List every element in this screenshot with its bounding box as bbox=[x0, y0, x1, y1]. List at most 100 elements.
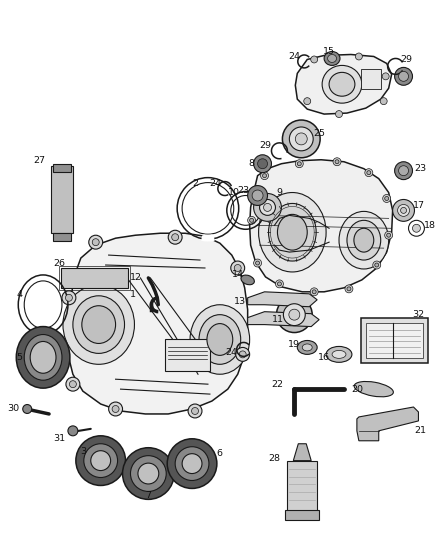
Text: 13: 13 bbox=[233, 297, 246, 306]
Ellipse shape bbox=[250, 219, 254, 222]
Ellipse shape bbox=[252, 190, 263, 201]
Ellipse shape bbox=[347, 287, 351, 291]
Ellipse shape bbox=[63, 285, 134, 365]
Ellipse shape bbox=[262, 174, 266, 177]
Ellipse shape bbox=[89, 235, 102, 249]
Ellipse shape bbox=[297, 161, 301, 166]
Bar bbox=[361, 318, 428, 364]
Text: 21: 21 bbox=[414, 426, 427, 435]
Ellipse shape bbox=[131, 456, 166, 491]
Text: 17: 17 bbox=[413, 201, 424, 210]
Ellipse shape bbox=[23, 405, 32, 414]
Ellipse shape bbox=[236, 348, 250, 361]
Ellipse shape bbox=[290, 127, 313, 151]
Text: 19: 19 bbox=[288, 340, 300, 349]
Ellipse shape bbox=[24, 335, 62, 380]
Text: 16: 16 bbox=[318, 353, 330, 362]
Ellipse shape bbox=[123, 448, 174, 499]
Ellipse shape bbox=[66, 377, 80, 391]
Text: 27: 27 bbox=[33, 156, 45, 165]
Ellipse shape bbox=[109, 402, 123, 416]
Ellipse shape bbox=[385, 231, 392, 239]
Ellipse shape bbox=[324, 52, 340, 66]
Ellipse shape bbox=[277, 214, 307, 250]
Ellipse shape bbox=[311, 56, 318, 63]
Ellipse shape bbox=[277, 282, 282, 286]
Bar bbox=[59, 266, 131, 290]
Ellipse shape bbox=[365, 168, 373, 176]
Text: 23: 23 bbox=[414, 164, 427, 173]
Ellipse shape bbox=[367, 171, 371, 175]
Text: 14: 14 bbox=[232, 270, 244, 279]
Ellipse shape bbox=[333, 158, 341, 166]
Ellipse shape bbox=[247, 216, 256, 224]
Ellipse shape bbox=[69, 381, 76, 387]
Ellipse shape bbox=[191, 408, 198, 415]
Ellipse shape bbox=[373, 261, 381, 269]
Ellipse shape bbox=[283, 304, 305, 326]
Ellipse shape bbox=[73, 296, 124, 353]
Ellipse shape bbox=[312, 290, 316, 294]
Ellipse shape bbox=[399, 166, 409, 176]
Ellipse shape bbox=[167, 439, 217, 488]
Ellipse shape bbox=[258, 159, 268, 168]
Text: 28: 28 bbox=[268, 454, 280, 463]
Bar bbox=[287, 461, 317, 512]
Ellipse shape bbox=[336, 111, 343, 118]
Bar bbox=[286, 510, 319, 520]
Text: 12: 12 bbox=[130, 273, 141, 282]
Ellipse shape bbox=[82, 306, 116, 343]
Text: 29: 29 bbox=[400, 55, 413, 64]
Ellipse shape bbox=[392, 199, 414, 221]
Ellipse shape bbox=[260, 199, 276, 215]
Bar bbox=[53, 233, 71, 241]
Ellipse shape bbox=[385, 197, 389, 200]
Ellipse shape bbox=[234, 264, 241, 271]
Ellipse shape bbox=[302, 344, 312, 351]
Ellipse shape bbox=[297, 341, 317, 354]
Text: 5: 5 bbox=[16, 353, 22, 362]
Ellipse shape bbox=[68, 426, 78, 436]
Text: 30: 30 bbox=[7, 405, 19, 414]
Bar bbox=[361, 69, 381, 89]
Text: 24: 24 bbox=[209, 179, 221, 188]
Ellipse shape bbox=[254, 155, 272, 173]
Ellipse shape bbox=[76, 436, 126, 486]
Polygon shape bbox=[247, 292, 317, 306]
Ellipse shape bbox=[395, 161, 413, 180]
Ellipse shape bbox=[375, 263, 379, 267]
Ellipse shape bbox=[399, 71, 409, 82]
Text: 26: 26 bbox=[53, 259, 65, 268]
Ellipse shape bbox=[339, 212, 389, 269]
Ellipse shape bbox=[231, 261, 245, 275]
Ellipse shape bbox=[258, 192, 326, 272]
Ellipse shape bbox=[289, 309, 300, 320]
Ellipse shape bbox=[92, 239, 99, 246]
Polygon shape bbox=[295, 54, 392, 114]
Ellipse shape bbox=[188, 404, 202, 418]
Ellipse shape bbox=[182, 454, 202, 473]
Ellipse shape bbox=[345, 285, 353, 293]
Ellipse shape bbox=[112, 406, 119, 413]
Text: 31: 31 bbox=[53, 434, 65, 443]
Bar bbox=[51, 166, 73, 233]
Ellipse shape bbox=[254, 259, 261, 267]
Ellipse shape bbox=[138, 463, 159, 484]
Ellipse shape bbox=[347, 220, 381, 260]
Ellipse shape bbox=[401, 207, 406, 213]
Ellipse shape bbox=[413, 224, 420, 232]
Text: 22: 22 bbox=[272, 379, 283, 389]
Ellipse shape bbox=[326, 346, 352, 362]
Bar bbox=[366, 322, 424, 358]
Text: 11: 11 bbox=[272, 315, 283, 324]
Ellipse shape bbox=[168, 230, 182, 244]
Ellipse shape bbox=[382, 73, 389, 80]
Ellipse shape bbox=[175, 447, 209, 480]
Ellipse shape bbox=[328, 54, 336, 62]
Text: 23: 23 bbox=[238, 186, 250, 195]
Text: 29: 29 bbox=[260, 141, 272, 150]
Text: 15: 15 bbox=[323, 47, 335, 56]
Ellipse shape bbox=[91, 451, 111, 471]
Ellipse shape bbox=[295, 133, 307, 145]
Ellipse shape bbox=[84, 444, 117, 478]
